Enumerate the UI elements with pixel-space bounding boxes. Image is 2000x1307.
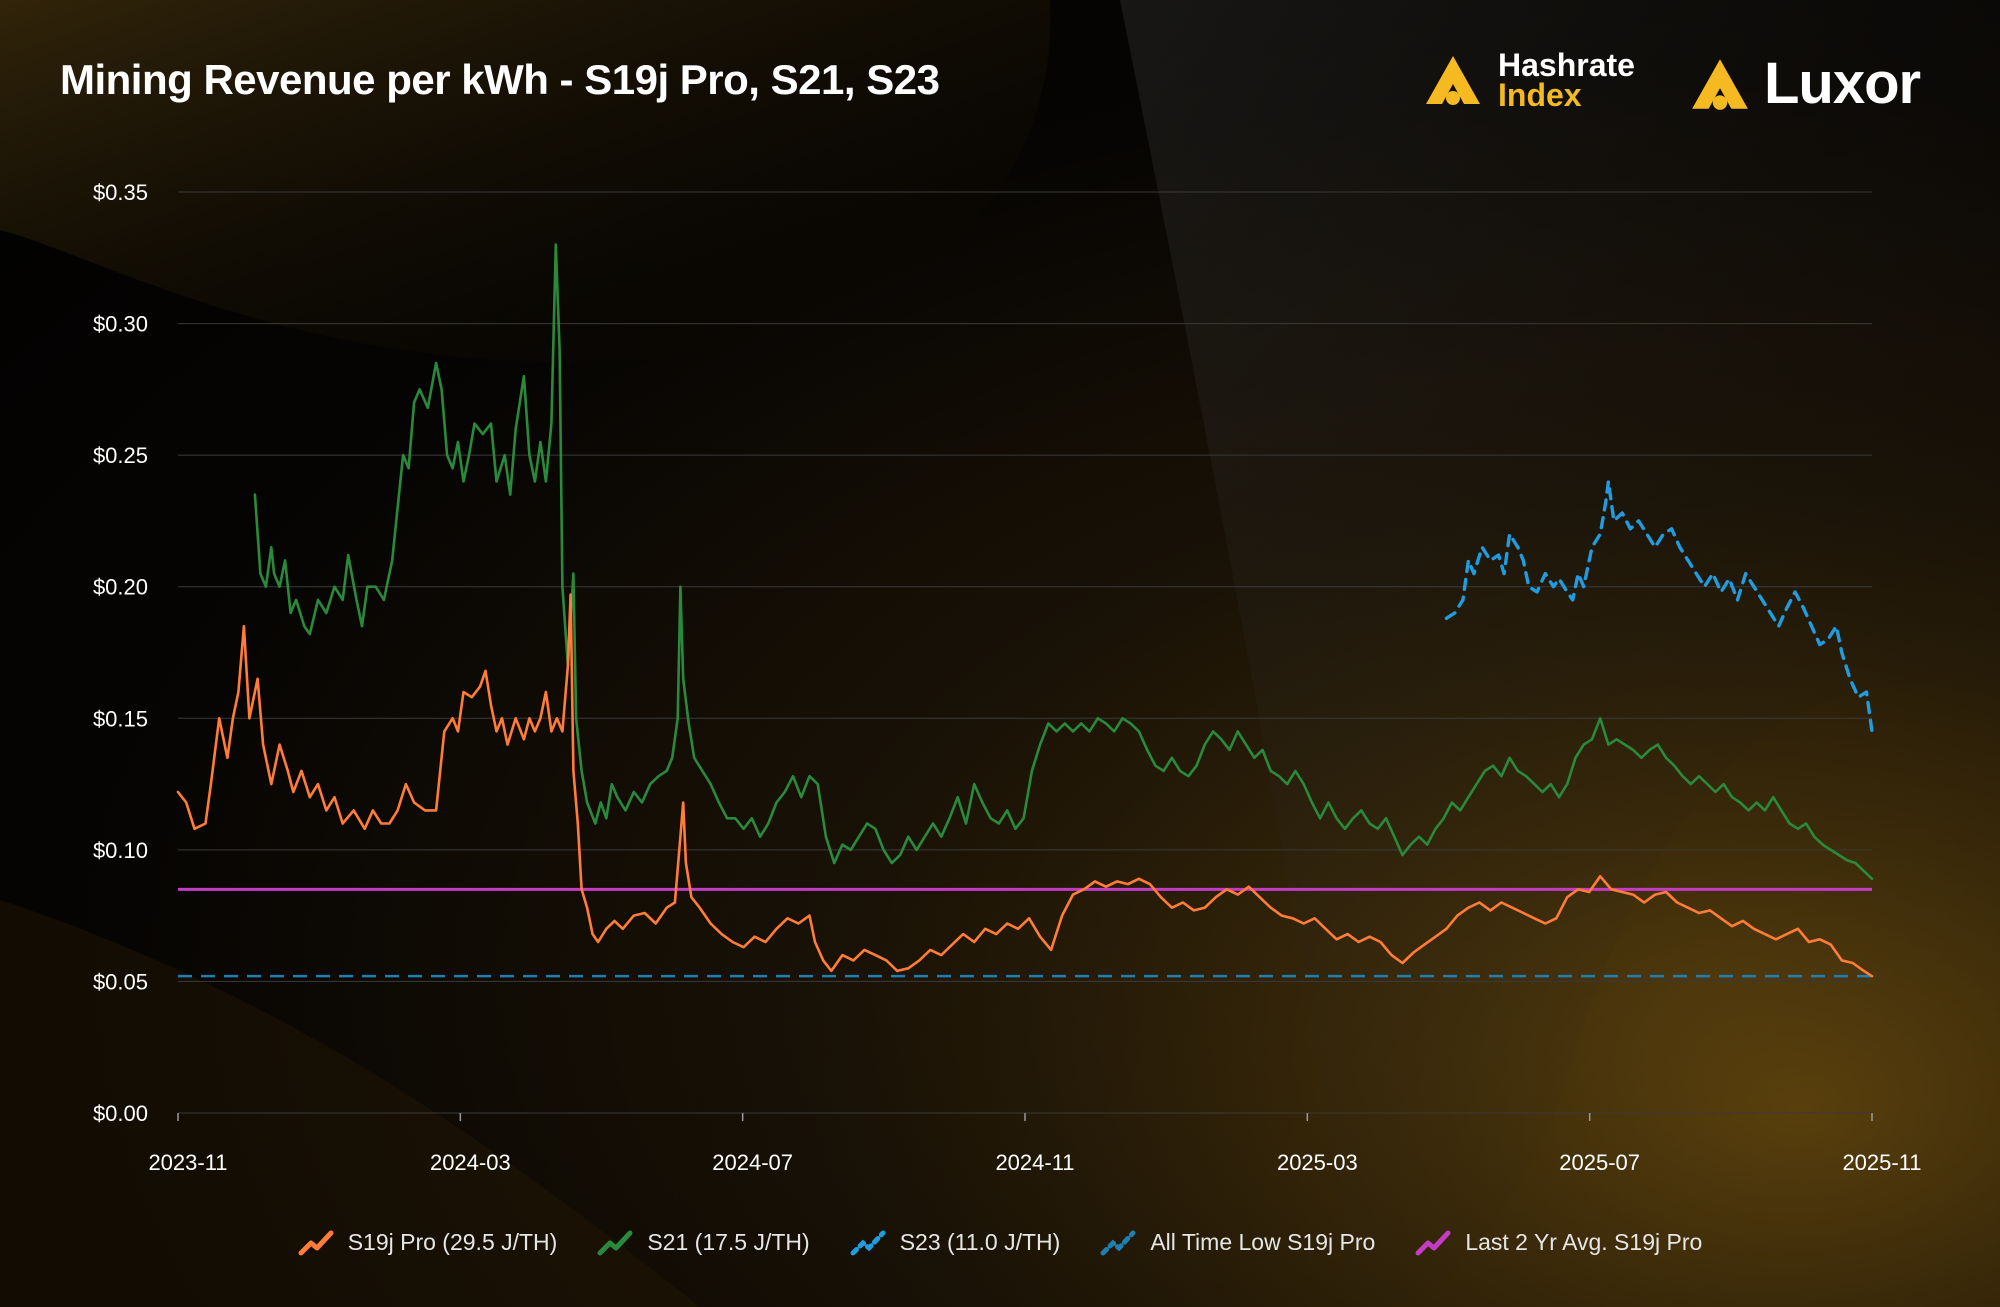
hashrate-brand-line1: Hashrate xyxy=(1498,47,1635,83)
x-tick-label: 2025-11 xyxy=(1842,1150,1921,1175)
y-tick-label: $0.05 xyxy=(93,969,148,994)
y-tick-label: $0.00 xyxy=(93,1101,148,1126)
legend-item-all-time-low[interactable]: All Time Low S19j Pro xyxy=(1100,1228,1375,1256)
legend-label-all-time-low: All Time Low S19j Pro xyxy=(1150,1228,1376,1255)
legend-label-s23: S23 (11.0 J/TH) xyxy=(899,1228,1061,1255)
x-tick-label: 2024-07 xyxy=(712,1150,793,1175)
legend-label-s21: S21 (17.5 J/TH) xyxy=(647,1228,810,1255)
chart-legend: S19j Pro (29.5 J/TH) S21 (17.5 J/TH) S23… xyxy=(0,1228,2000,1256)
legend-item-s19j-pro[interactable]: S19j Pro (29.5 J/TH) xyxy=(298,1228,558,1256)
series-s19j-pro xyxy=(176,593,1874,978)
x-tick-label: 2025-03 xyxy=(1277,1150,1358,1175)
legend-label-two-year-avg: Last 2 Yr Avg. S19j Pro xyxy=(1465,1228,1703,1255)
legend-swatch-s23 xyxy=(850,1230,886,1256)
legend-item-s21[interactable]: S21 (17.5 J/TH) xyxy=(597,1228,810,1256)
x-tick-label: 2024-11 xyxy=(995,1150,1074,1175)
hashrate-brand-line2: Index xyxy=(1498,77,1582,113)
y-tick-label: $0.35 xyxy=(93,180,148,205)
legend-swatch-all-time-low xyxy=(1100,1230,1136,1256)
hashrate-logo-icon xyxy=(1426,56,1480,105)
series-s23 xyxy=(1444,479,1874,734)
legend-swatch-s19j-pro xyxy=(298,1230,334,1256)
legend-swatch-s21 xyxy=(597,1230,633,1256)
legend-swatch-two-year-avg xyxy=(1415,1230,1451,1256)
luxor-logo-icon xyxy=(1692,58,1748,110)
legend-item-two-year-avg[interactable]: Last 2 Yr Avg. S19j Pro xyxy=(1415,1228,1702,1256)
y-tick-label: $0.30 xyxy=(93,312,148,337)
luxor-brand-text: Luxor xyxy=(1764,51,1921,116)
legend-label-s19j-pro: S19j Pro (29.5 J/TH) xyxy=(347,1228,558,1255)
luxor-logo: Luxor xyxy=(1688,50,1921,117)
chart-title: Mining Revenue per kWh - S19j Pro, S21, … xyxy=(60,56,940,103)
hashrate-index-logo: Hashrate Index xyxy=(1422,47,1635,113)
x-tick-label: 2023-11 xyxy=(148,1150,227,1175)
x-tick-label: 2025-07 xyxy=(1559,1150,1640,1175)
y-tick-label: $0.20 xyxy=(93,575,148,600)
series-s21 xyxy=(253,243,1874,881)
y-tick-label: $0.10 xyxy=(93,838,148,863)
legend-item-s23[interactable]: S23 (11.0 J/TH) xyxy=(850,1228,1061,1256)
x-tick-label: 2024-03 xyxy=(430,1150,511,1175)
y-tick-label: $0.25 xyxy=(93,443,148,468)
y-tick-label: $0.15 xyxy=(93,706,148,731)
